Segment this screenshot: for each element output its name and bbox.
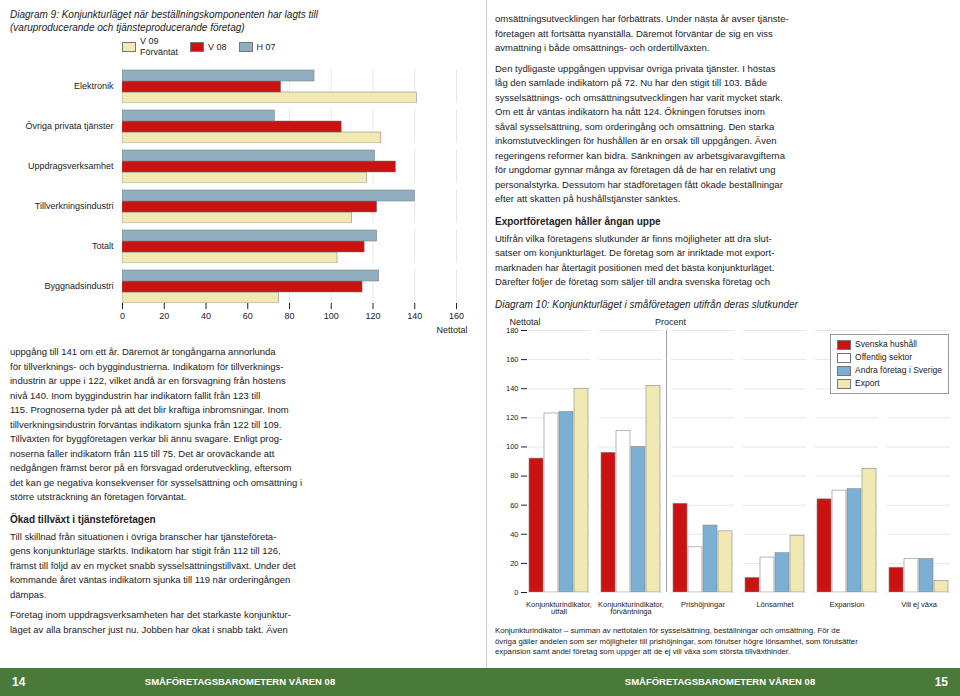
html-text:dämpas.: dämpas.: [10, 588, 47, 600]
html-text:såväl sysselsättning, som orde: såväl sysselsättning, som orderingång oc…: [495, 120, 775, 132]
svg-text:Procent: Procent: [655, 317, 687, 327]
html-text:för tillverknings- och byggind: för tillverknings- och byggindustrierna.…: [10, 360, 284, 372]
svg-text:40: 40: [201, 311, 211, 321]
html-text:för ungdomar gynnar många av f: för ungdomar gynnar många av företagen d…: [495, 164, 776, 175]
html-text:uppgång till 141 om ett år. Dä: uppgång till 141 om ett år. Däremot är t…: [10, 346, 276, 357]
html-text:gens konjunkturläge stärkts. I: gens konjunkturläge stärkts. Indikatorn …: [10, 545, 281, 556]
svg-text:80: 80: [284, 311, 294, 321]
svg-text:0: 0: [514, 588, 518, 597]
svg-text:Totalt: Totalt: [92, 241, 114, 251]
html-text:V 09 Förväntat: V 09 Förväntat: [140, 36, 178, 57]
svg-text:Uppdragsverksamhet: Uppdragsverksamhet: [28, 161, 114, 171]
html-text:Exportföretagen håller ångan u: Exportföretagen håller ångan uppe: [495, 215, 661, 227]
html-text:regeringens reformer kan bidra: regeringens reformer kan bidra. Sänkning…: [495, 149, 785, 161]
html-text:SMÅFÖRETAGSBAROMETERN VÅREN 08: SMÅFÖRETAGSBAROMETERN VÅREN 08: [624, 676, 816, 687]
html-text:kommande året väntas indikator: kommande året väntas indikatorn sjunka t…: [10, 574, 291, 585]
svg-text:120: 120: [365, 311, 380, 321]
html-text:inkomstutvecklingen för hushål: inkomstutvecklingen för hushållen är en …: [495, 135, 777, 146]
html-text:Tillväxten för byggföretagen v: Tillväxten för byggföretagen verkar bli …: [10, 433, 283, 444]
svg-text:140: 140: [407, 311, 422, 321]
svg-text:Prishöjningar: Prishöjningar: [681, 600, 725, 609]
svg-text:20: 20: [159, 311, 169, 321]
html-text:efter att skatten på hushållst: efter att skatten på hushållstjänster sä…: [495, 193, 681, 204]
html-text:satser om konjunkturläget. De: satser om konjunkturläget. De företag so…: [495, 247, 775, 258]
html-text:industrin är uppe i 122, vilke: industrin är uppe i 122, vilket ändå är …: [10, 375, 286, 386]
svg-text:120: 120: [506, 413, 519, 422]
svg-text:Nettotal: Nettotal: [509, 317, 540, 327]
svg-text:Övriga privata tjänster: Övriga privata tjänster: [25, 121, 113, 131]
html-text:det kan ge negativa konsekvens: det kan ge negativa konsekvenser för sys…: [10, 476, 302, 488]
html-text:Ökad tillväxt i tjänsteföretag: Ökad tillväxt i tjänsteföretagen: [10, 513, 156, 525]
svg-text:Konjunkturindikator,utfall: Konjunkturindikator,utfall: [526, 600, 592, 617]
svg-text:100: 100: [506, 442, 519, 451]
svg-text:60: 60: [243, 311, 253, 321]
html-text:Därefter följer de företag som: Därefter följer de företag som säljer ti…: [495, 276, 771, 287]
html-text:H 07: H 07: [256, 41, 276, 52]
svg-text:180: 180: [506, 326, 519, 335]
html-text:14: 14: [12, 675, 26, 689]
html-text:Till skillnad från situationen: Till skillnad från situationen i övriga …: [10, 530, 277, 542]
svg-text:160: 160: [449, 311, 464, 321]
svg-text:Vill ej växa: Vill ej växa: [901, 600, 938, 609]
html-text:omsättningsutvecklingen har fö: omsättningsutvecklingen har förbättrats.…: [495, 13, 789, 24]
html-text:Diagram 10: Konjunkturläget i: Diagram 10: Konjunkturläget i småföretag…: [495, 299, 798, 310]
html-text:V 08: V 08: [208, 41, 227, 52]
html-text:avmattning i både omsättnings-: avmattning i både omsättnings- och order…: [495, 42, 710, 53]
svg-text:140: 140: [506, 384, 519, 393]
svg-text:Expansion: Expansion: [829, 600, 864, 609]
svg-text:0: 0: [120, 311, 125, 321]
svg-text:80: 80: [510, 471, 518, 480]
html-text:större utsträckning än företag: större utsträckning än företagen förvänt…: [10, 491, 187, 502]
svg-text:Konjunkturindikator,förväntnin: Konjunkturindikator,förväntninga: [598, 600, 664, 617]
html-text:marknaden har återtagit positi: marknaden har återtagit positionen med d…: [495, 261, 775, 273]
html-text:15: 15: [934, 675, 948, 689]
html-text:Företag inom uppdragsverksamhe: Företag inom uppdragsverksamheten har de…: [10, 609, 291, 620]
html-text:låg den samlade indikatorn på: låg den samlade indikatorn på 72. Nu har…: [495, 77, 767, 88]
svg-text:160: 160: [506, 355, 519, 364]
html-text:Offentlig sektor: Offentlig sektor: [855, 352, 913, 362]
html-text:Export: Export: [855, 378, 880, 388]
html-text:Konjunkturindikator – summan a: Konjunkturindikator – summan av nettotal…: [495, 626, 858, 656]
svg-text:Nettotal: Nettotal: [436, 325, 467, 335]
html-text:noserna faller indikatorn från: noserna faller indikatorn från 115 till …: [10, 447, 275, 459]
html-text:Utifrån vilka företagens slutk: Utifrån vilka företagens slutkunder är f…: [495, 232, 772, 244]
html-text:Svenska hushåll: Svenska hushåll: [855, 339, 917, 349]
html-text:Den tydligaste uppgången uppvi: Den tydligaste uppgången uppvisar övriga…: [495, 62, 776, 74]
html-text:Diagram 9: Konjunkturläget när: Diagram 9: Konjunkturläget när beställni…: [10, 9, 318, 33]
svg-text:40: 40: [510, 530, 518, 539]
html-text:SMÅFÖRETAGSBAROMETERN VÅREN 08: SMÅFÖRETAGSBAROMETERN VÅREN 08: [144, 676, 336, 687]
html-text:personalstyrka. Dessutom har s: personalstyrka. Dessutom har städföretag…: [495, 178, 783, 190]
html-text:sysselsättnings- och omsättnin: sysselsättnings- och omsättningsutveckli…: [495, 91, 783, 103]
svg-text:Tillverkningsindustri: Tillverkningsindustri: [35, 201, 114, 211]
html-text:nedgången främst beror på en f: nedgången främst beror på en försvagad o…: [10, 462, 292, 473]
svg-text:20: 20: [510, 559, 518, 568]
svg-text:100: 100: [324, 311, 339, 321]
svg-text:Elektronik: Elektronik: [74, 81, 114, 91]
html-text:läget av alla branscher just n: läget av alla branscher just nu. Jobben …: [10, 623, 288, 635]
svg-text:Byggnadsindustri: Byggnadsindustri: [44, 281, 113, 291]
svg-text:Lönsamhet: Lönsamhet: [756, 600, 794, 609]
html-text:Andra företag i Sverige: Andra företag i Sverige: [855, 365, 942, 375]
html-text:företagen att fortsätta nyanst: företagen att fortsätta nyanställa. Däre…: [495, 27, 773, 39]
html-text:nivå 140. Inom byggindustrin h: nivå 140. Inom byggindustrin har indikat…: [10, 389, 261, 401]
html-text:115. Prognoserna tyder på att: 115. Prognoserna tyder på att det blir k…: [10, 404, 289, 415]
html-text:Om ett år väntas indikatorn ha: Om ett år väntas indikatorn ha nått 124.…: [495, 106, 765, 117]
svg-text:60: 60: [510, 501, 518, 510]
html-text:främst till följd av en mycket: främst till följd av en mycket snabb sys…: [10, 559, 296, 571]
html-text:tillverkningsindustrin förvänt: tillverkningsindustrin förväntas indikat…: [10, 418, 282, 430]
